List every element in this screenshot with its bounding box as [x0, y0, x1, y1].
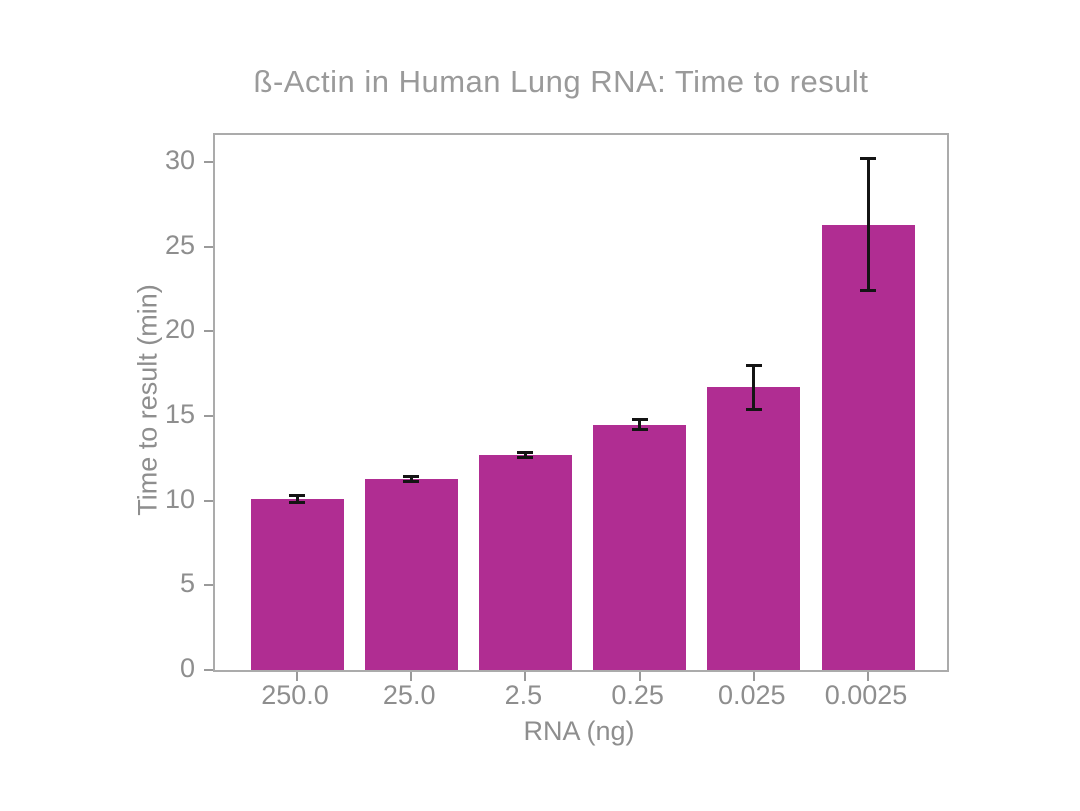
error-bar-cap-top — [403, 474, 420, 478]
y-tick-label: 5 — [179, 568, 195, 599]
error-bar-cap-top — [745, 363, 762, 367]
x-tick-label: 0.0025 — [824, 680, 908, 710]
error-bar-line — [638, 419, 642, 430]
y-tick-mark — [204, 415, 213, 418]
error-bar-line — [295, 495, 299, 503]
y-tick-label: 20 — [164, 314, 195, 345]
y-tick-label: 25 — [164, 229, 195, 260]
error-bar-cap-bottom — [403, 479, 420, 483]
chart-title: ß-Actin in Human Lung RNA: Time to resul… — [253, 64, 869, 99]
error-bar-cap-bottom — [745, 407, 762, 411]
x-tick-label: 250.0 — [261, 680, 329, 710]
error-bar-cap-top — [289, 494, 305, 498]
x-tick-mark — [638, 672, 641, 681]
x-tick-mark — [524, 672, 527, 681]
x-tick-mark — [410, 672, 413, 681]
error-bar-line — [866, 158, 870, 291]
y-tick-label: 0 — [179, 653, 195, 683]
plot-area — [204, 133, 949, 681]
y-tick-mark — [204, 161, 213, 164]
error-bar-cap-bottom — [517, 456, 534, 460]
error-bar-cap-bottom — [289, 500, 305, 504]
bar — [821, 224, 915, 670]
x-tick-label: 0.025 — [718, 680, 786, 710]
error-bar-cap-top — [631, 417, 648, 421]
error-bar-cap-bottom — [631, 428, 648, 432]
error-bar-line — [752, 365, 756, 410]
y-tick-mark — [204, 499, 213, 502]
error-bar-line — [409, 476, 413, 482]
bar — [364, 478, 458, 670]
error-bar-cap-top — [860, 157, 876, 161]
y-tick-label: 15 — [164, 399, 195, 430]
bar — [250, 499, 344, 670]
error-bar-cap-top — [517, 450, 534, 454]
bar — [478, 454, 572, 670]
y-tick-mark — [204, 584, 213, 587]
x-tick-mark — [296, 672, 298, 681]
x-tick-mark — [867, 672, 869, 681]
x-tick-label: 0.25 — [611, 680, 664, 710]
x-tick-label: 25.0 — [382, 680, 436, 710]
y-tick-mark — [204, 245, 213, 248]
x-tick-label: 2.5 — [504, 680, 543, 710]
y-tick-label: 10 — [164, 483, 195, 514]
x-axis-label: RNA (ng) — [523, 716, 635, 746]
y-tick-mark — [204, 330, 213, 333]
x-tick-mark — [752, 672, 755, 681]
error-bar-line — [523, 452, 527, 458]
y-tick-label: 30 — [164, 145, 195, 176]
bar — [593, 424, 687, 670]
bar — [707, 387, 801, 670]
error-bar-cap-bottom — [860, 289, 876, 293]
y-tick-mark — [204, 669, 213, 671]
